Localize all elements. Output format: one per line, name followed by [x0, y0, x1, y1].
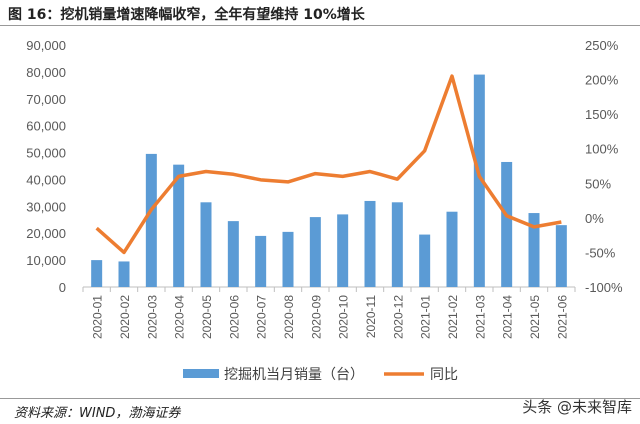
x-tick-label: 2021-02 [446, 295, 460, 339]
x-tick-label: 2021-04 [501, 295, 515, 339]
bar [446, 211, 458, 287]
right-tick-label: 100% [585, 142, 619, 157]
left-tick-label: 50,000 [26, 146, 66, 161]
right-tick-label: 0% [585, 211, 604, 226]
x-tick-label: 2020-09 [309, 295, 323, 339]
x-tick-label: 2020-12 [391, 295, 405, 339]
bar [255, 235, 267, 287]
right-tick-label: -100% [585, 280, 623, 295]
bar [555, 225, 567, 287]
bar [364, 200, 376, 287]
watermark: 头条 @未来智库 [522, 398, 632, 416]
left-tick-label: 90,000 [26, 38, 66, 53]
divider [0, 25, 640, 26]
x-tick-label: 2020-02 [118, 295, 132, 339]
right-tick-label: 250% [585, 38, 619, 53]
left-tick-label: 60,000 [26, 119, 66, 134]
legend-label: 挖掘机当月销量（台） [224, 367, 364, 383]
left-tick-label: 30,000 [26, 199, 66, 214]
legend-label: 同比 [430, 367, 458, 383]
bar [282, 231, 294, 287]
line-series [95, 74, 562, 255]
bar [501, 161, 513, 287]
bar [391, 202, 403, 287]
bar [419, 234, 431, 287]
left-tick-label: 0 [59, 280, 66, 295]
x-tick-label: 2020-10 [337, 295, 351, 339]
bar [227, 221, 239, 287]
legend-swatch-bar [183, 369, 219, 378]
x-tick-label: 2020-01 [91, 295, 105, 339]
bar [118, 261, 130, 287]
x-tick-label: 2021-06 [555, 295, 569, 339]
x-tick-label: 2020-08 [282, 295, 296, 339]
bar [145, 153, 157, 287]
bar [309, 217, 321, 287]
x-tick-label: 2020-06 [227, 295, 241, 339]
x-tick-label: 2020-07 [255, 295, 269, 339]
bar [473, 74, 485, 287]
chart-title: 图 16：挖机销量增速降幅收窄，全年有望维持 10%增长 [8, 7, 365, 23]
x-tick-label: 2021-03 [473, 295, 487, 339]
right-tick-label: 50% [585, 176, 611, 191]
x-tick-label: 2020-11 [364, 295, 378, 338]
divider [0, 398, 640, 399]
left-tick-label: 20,000 [26, 226, 66, 241]
bar [528, 213, 540, 287]
bar [91, 260, 103, 287]
x-tick-label: 2020-04 [173, 295, 187, 339]
left-tick-label: 10,000 [26, 253, 66, 268]
right-tick-label: -50% [585, 245, 616, 260]
chart: 0 10,000 20,000 30,000 40,000 50,000 60,000 70,… [26, 38, 623, 383]
x-tick-label: 2020-05 [200, 295, 214, 339]
right-tick-label: 200% [585, 73, 619, 88]
source-note: 资料来源：WIND，渤海证券 [14, 406, 181, 421]
left-tick-label: 40,000 [26, 172, 66, 187]
x-tick-label: 2021-01 [419, 295, 433, 339]
bar [200, 202, 212, 287]
bar [173, 164, 185, 287]
bar [337, 214, 349, 287]
x-tick-label: 2021-05 [528, 295, 542, 339]
left-tick-label: 80,000 [26, 65, 66, 80]
left-tick-label: 70,000 [26, 92, 66, 107]
x-tick-label: 2020-03 [145, 295, 159, 339]
right-tick-label: 150% [585, 107, 619, 122]
